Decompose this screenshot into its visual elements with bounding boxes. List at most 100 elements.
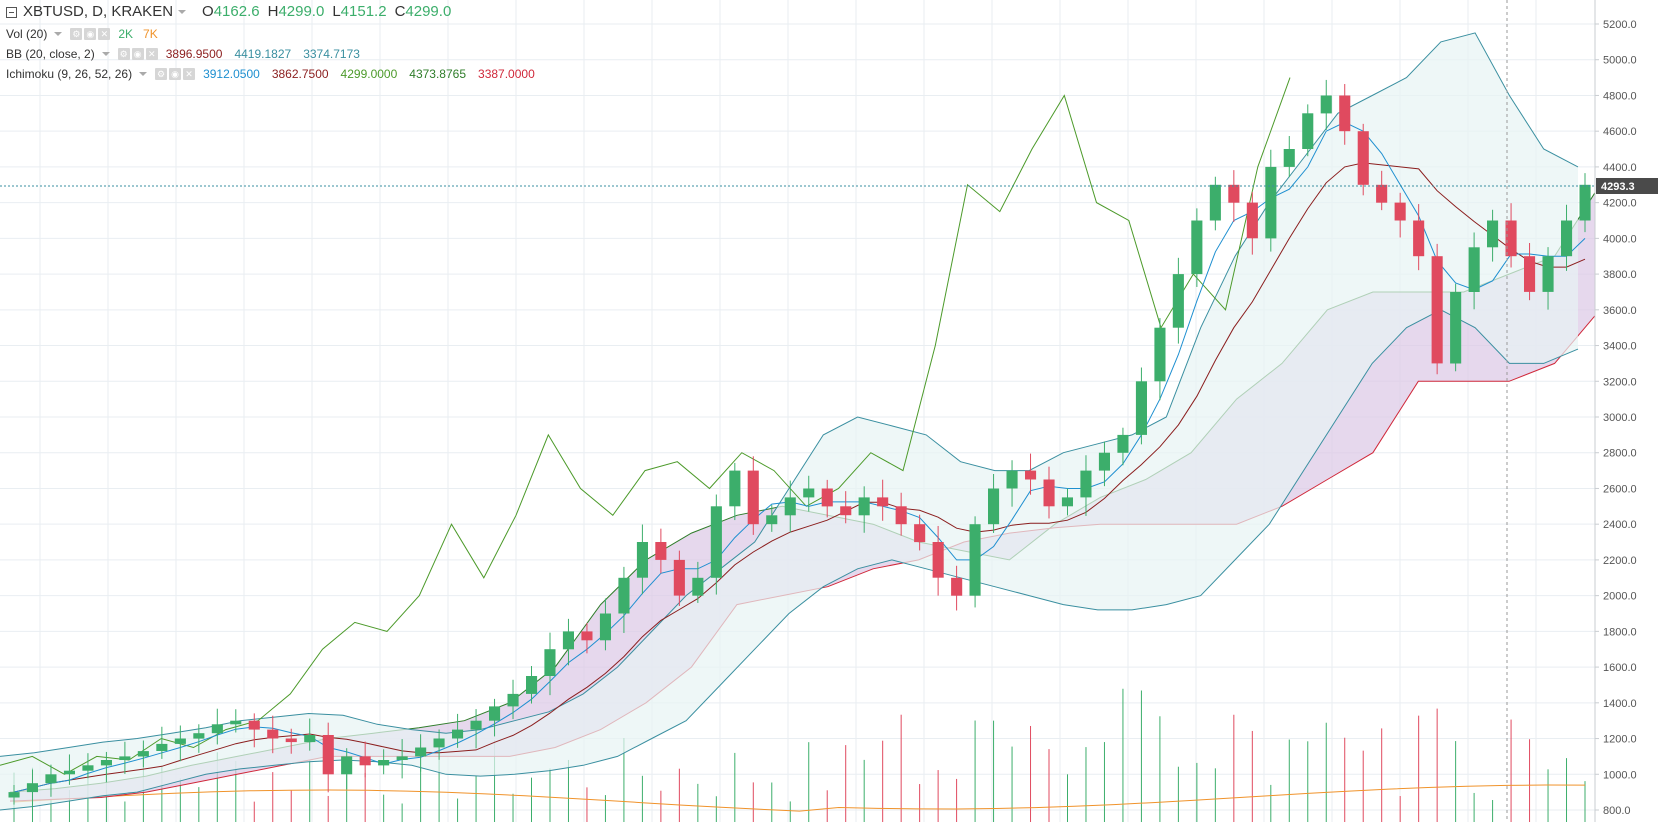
price-tick-label: 2000.0 — [1603, 591, 1637, 603]
candle-body — [858, 497, 870, 516]
price-tick-label: 2200.0 — [1603, 555, 1637, 567]
candle-body — [1265, 166, 1277, 239]
volume-caret-icon[interactable] — [54, 32, 63, 36]
candle — [26, 769, 38, 809]
candle-body — [1228, 184, 1240, 203]
candle-body — [137, 751, 149, 757]
candle-body — [1154, 327, 1166, 382]
candle — [821, 479, 833, 518]
candle-body — [378, 760, 390, 766]
candle — [747, 456, 759, 535]
candle — [895, 492, 907, 536]
candle-body — [1542, 256, 1554, 292]
candle — [729, 462, 741, 521]
candle-body — [562, 631, 574, 650]
ichimoku-lead2-value: 3387.0000 — [478, 67, 535, 81]
candle-body — [1394, 202, 1406, 221]
candle — [803, 475, 815, 512]
candle — [1302, 104, 1314, 157]
close-icon[interactable]: ✕ — [183, 68, 196, 80]
settings-icon[interactable]: ⚙ — [70, 28, 83, 40]
candle-body — [359, 756, 371, 766]
candle-body — [1376, 184, 1388, 203]
candle-body — [1209, 184, 1221, 221]
candle-body — [100, 760, 112, 766]
candle — [1487, 209, 1499, 262]
candle-body — [1283, 149, 1295, 167]
price-tick-label: 5000.0 — [1603, 55, 1637, 67]
candle — [655, 528, 667, 574]
close-icon[interactable]: ✕ — [98, 28, 111, 40]
price-tick-label: 4400.0 — [1603, 162, 1637, 174]
collapse-icon[interactable] — [6, 6, 17, 18]
candle — [1043, 466, 1055, 519]
candle-body — [174, 738, 186, 744]
bollinger-bands — [0, 32, 1579, 811]
open-value: 4162.6 — [213, 3, 260, 20]
volume-ma-value: 7K — [143, 27, 158, 41]
candle — [877, 479, 889, 521]
eye-icon[interactable]: ◉ — [84, 28, 97, 40]
candle — [359, 741, 371, 778]
symbol-caret-icon[interactable] — [178, 10, 187, 14]
candle-body — [1413, 220, 1425, 257]
price-tick-label: 2800.0 — [1603, 448, 1637, 460]
candle — [1320, 79, 1332, 130]
candle-body — [932, 542, 944, 578]
volume-buttons: ⚙ ◉ ✕ — [70, 28, 111, 40]
candle — [673, 550, 685, 606]
candle-body — [1320, 95, 1332, 114]
candle-body — [452, 729, 464, 739]
volume-layer — [13, 688, 1586, 822]
ichimoku-caret-icon[interactable] — [139, 72, 148, 76]
candle-body — [1191, 220, 1203, 275]
bb-caret-icon[interactable] — [101, 52, 110, 56]
candle-body — [710, 506, 722, 578]
candle-body — [1302, 113, 1314, 149]
candle — [174, 725, 186, 762]
candle — [1209, 176, 1221, 231]
settings-icon[interactable]: ⚙ — [155, 68, 168, 80]
price-axis[interactable]: 5200.0 5000.0 4800.0 4600.0 4400.0 4200.0 4000… — [1594, 0, 1658, 822]
low-value: 4151.2 — [340, 3, 387, 20]
candle — [45, 764, 57, 797]
candle — [951, 565, 963, 611]
candle-body — [1043, 479, 1055, 507]
bb-lower-line — [0, 309, 1579, 811]
candle — [1468, 232, 1480, 310]
candle-body — [526, 676, 538, 694]
candle — [1542, 247, 1554, 310]
symbol-row: XBTUSD, D, KRAKEN O 4162.6 H 4299.0 L 4151.… — [6, 0, 547, 24]
price-tick-label: 3800.0 — [1603, 269, 1637, 281]
candle — [932, 525, 944, 596]
candle — [378, 749, 390, 775]
eye-icon[interactable]: ◉ — [131, 48, 144, 60]
candle-body — [433, 738, 445, 748]
candle — [1265, 149, 1277, 252]
candle — [63, 754, 75, 785]
candle — [507, 679, 519, 720]
candle — [988, 473, 1000, 533]
candle-body — [951, 577, 963, 596]
candle — [1413, 204, 1425, 271]
candle-body — [26, 783, 38, 793]
settings-icon[interactable]: ⚙ — [117, 48, 130, 60]
close-icon[interactable]: ✕ — [145, 48, 158, 60]
high-value: 4299.0 — [278, 3, 325, 20]
candle-body — [1117, 434, 1129, 453]
bb-lower-value: 3374.7173 — [303, 47, 360, 61]
candle — [433, 729, 445, 760]
candle — [1505, 203, 1517, 268]
candle-body — [341, 756, 353, 775]
eye-icon[interactable]: ◉ — [169, 68, 182, 80]
candle-body — [322, 735, 334, 775]
price-tick-label: 4600.0 — [1603, 126, 1637, 138]
candle — [581, 622, 593, 654]
price-axis-bg — [1595, 0, 1658, 822]
bb-label: BB (20, close, 2) — [6, 47, 95, 61]
candle — [396, 739, 408, 779]
candle — [562, 618, 574, 666]
candle — [1561, 204, 1573, 271]
candle-body — [1006, 470, 1018, 489]
